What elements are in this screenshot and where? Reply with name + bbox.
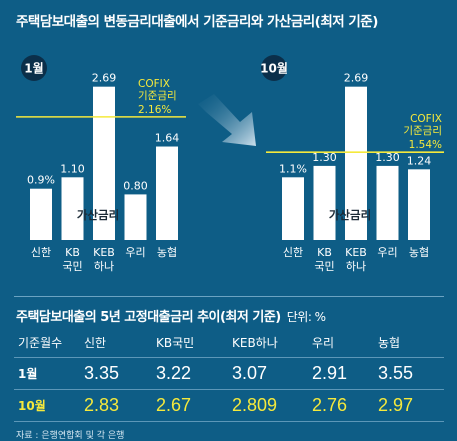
header-cell: KB국민	[152, 328, 228, 358]
rate-cell: 3.22	[152, 357, 228, 390]
category-label: 농협	[157, 246, 177, 259]
rate-cell: 2.809	[228, 389, 308, 422]
month-label: 1월	[24, 61, 43, 76]
table-header-row: 기준월수 신한 KB국민 KEB하나 우리 농협	[14, 328, 444, 358]
rate-cell: 2.97	[374, 389, 444, 422]
rate-cell: 2.91	[308, 357, 374, 390]
bar-annotation: 가산금리	[329, 208, 371, 222]
table-title-text: 주택담보대출의 5년 고정대출금리 추이(최저 기준)	[16, 310, 281, 325]
bar	[376, 165, 399, 240]
bar	[93, 86, 115, 240]
reference-value: 2.16%	[138, 104, 171, 116]
data-label: 1.30	[375, 151, 400, 164]
table-title: 주택담보대출의 5년 고정대출금리 추이(최저 기준) 단위: %	[16, 306, 326, 325]
source-note: 자료 : 은행연합회 및 각 은행	[16, 431, 125, 441]
reference-name: COFIX	[138, 78, 170, 90]
data-label: 1.10	[60, 162, 85, 175]
chart-january: 1월 0.9% 신한 1.10 KB국민 2.69 KEB하나 0.80 우리 1.64 농협 COF…	[16, 55, 186, 273]
bar	[124, 194, 147, 240]
data-label: 0.80	[123, 179, 148, 192]
header-cell: 신한	[80, 328, 152, 358]
row-month: 1월	[14, 357, 80, 390]
category-label: 국민	[314, 260, 334, 273]
category-label: 신한	[283, 246, 303, 259]
header-cell: KEB하나	[228, 328, 308, 358]
table-unit: 단위: %	[286, 310, 326, 324]
month-badge	[261, 55, 287, 81]
month-label: 10월	[260, 61, 288, 76]
category-label: KB	[65, 246, 80, 259]
header-cell: 우리	[308, 328, 374, 358]
fixed-rate-table: 기준월수 신한 KB국민 KEB하나 우리 농협 1월 3.35 3.22 3.…	[14, 328, 444, 422]
bar-annotation: 가산금리	[77, 208, 119, 222]
reference-name: 기준금리	[403, 125, 442, 137]
data-label: 0.9%	[27, 174, 55, 187]
bar	[282, 177, 304, 240]
table-row: 10월 2.83 2.67 2.809 2.76 2.97	[14, 389, 444, 422]
bar	[345, 86, 367, 240]
bar	[156, 146, 178, 240]
data-label: 1.30	[312, 151, 337, 164]
rate-cell: 3.35	[80, 357, 152, 390]
rate-cell: 3.07	[228, 357, 308, 390]
data-label: 2.69	[344, 72, 369, 85]
bar	[30, 188, 52, 240]
category-label: KEB	[345, 246, 367, 259]
page-title: 주택담보대출의 변동금리대출에서 기준금리와 가산금리(최저 기준)	[16, 14, 378, 30]
transition-arrow-icon	[198, 94, 256, 146]
category-label: 하나	[346, 259, 366, 273]
category-label: 신한	[31, 246, 51, 259]
bar	[408, 169, 430, 240]
chart-october: 10월 1.1% 신한 1.30 KB국민 2.69 KEB하나 1.30 우리 1.24 농협 CO…	[260, 55, 444, 273]
bar	[313, 165, 336, 240]
category-label: KEB	[93, 246, 115, 259]
section-divider	[14, 296, 444, 297]
category-label: 우리	[125, 246, 145, 259]
month-badge	[21, 55, 47, 81]
header-cell: 농협	[374, 328, 444, 358]
category-label: 우리	[377, 246, 397, 259]
bar	[61, 177, 84, 240]
rate-cell: 2.76	[308, 389, 374, 422]
category-label: 농협	[409, 246, 429, 259]
reference-value: 1.54%	[409, 139, 442, 151]
rate-charts: 1월0.9%신한1.10KB국민2.69KEB하나0.80우리1.64농협COF…	[16, 55, 444, 273]
row-month: 10월	[14, 389, 80, 422]
category-label: 국민	[62, 260, 82, 273]
data-label: 1.1%	[279, 162, 307, 175]
header-cell: 기준월수	[14, 328, 80, 358]
rate-cell: 2.83	[80, 389, 152, 422]
reference-name: 기준금리	[138, 90, 177, 102]
data-label: 1.64	[155, 132, 180, 145]
category-label: 하나	[94, 259, 114, 273]
category-label: KB	[317, 246, 332, 259]
table-row: 1월 3.35 3.22 3.07 2.91 3.55	[14, 357, 444, 390]
reference-name: COFIX	[410, 113, 442, 125]
rate-cell: 3.55	[374, 357, 444, 390]
data-label: 1.24	[407, 154, 432, 167]
rate-cell: 2.67	[152, 389, 228, 422]
data-label: 2.69	[92, 72, 117, 85]
